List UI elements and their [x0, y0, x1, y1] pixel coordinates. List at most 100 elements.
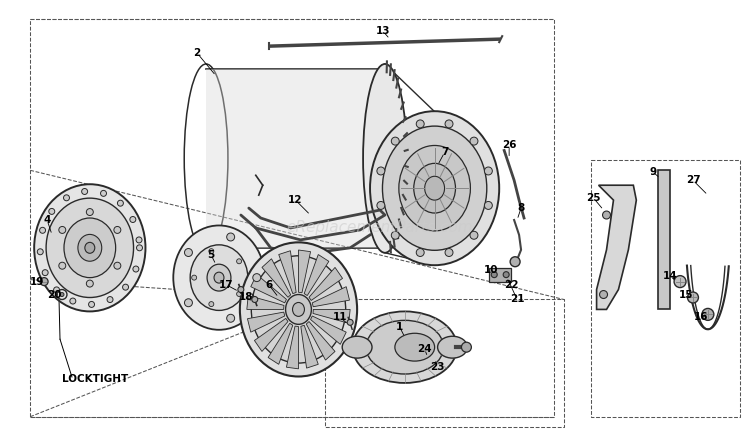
Ellipse shape	[292, 303, 304, 316]
Text: 16: 16	[694, 312, 708, 322]
Circle shape	[136, 237, 142, 243]
Circle shape	[122, 284, 128, 290]
Circle shape	[88, 301, 94, 307]
Circle shape	[64, 195, 70, 201]
Circle shape	[347, 319, 353, 325]
Circle shape	[42, 270, 48, 276]
Text: 12: 12	[288, 195, 303, 205]
Polygon shape	[247, 296, 284, 309]
Ellipse shape	[363, 64, 407, 253]
Circle shape	[484, 167, 492, 175]
Circle shape	[470, 137, 478, 145]
Ellipse shape	[64, 218, 116, 278]
Circle shape	[236, 259, 242, 264]
Circle shape	[100, 191, 106, 196]
Circle shape	[114, 262, 121, 269]
Text: 10: 10	[484, 265, 499, 275]
Polygon shape	[254, 318, 288, 351]
Text: 6: 6	[265, 279, 272, 290]
Polygon shape	[262, 259, 291, 297]
Circle shape	[236, 292, 242, 297]
Ellipse shape	[207, 264, 231, 291]
Polygon shape	[313, 309, 350, 323]
Circle shape	[40, 278, 48, 286]
Circle shape	[252, 297, 258, 303]
Ellipse shape	[414, 163, 455, 213]
Circle shape	[53, 287, 59, 293]
Ellipse shape	[251, 256, 346, 363]
Polygon shape	[306, 321, 335, 360]
Polygon shape	[248, 312, 285, 332]
Ellipse shape	[78, 234, 102, 261]
Circle shape	[253, 274, 261, 282]
Text: 15: 15	[679, 290, 693, 300]
Ellipse shape	[342, 336, 372, 358]
Circle shape	[136, 245, 142, 251]
Text: 7: 7	[441, 148, 448, 157]
Circle shape	[226, 314, 235, 322]
Text: 26: 26	[502, 141, 517, 151]
Ellipse shape	[424, 176, 445, 200]
Text: LOCKTIGHT: LOCKTIGHT	[62, 374, 128, 384]
Circle shape	[377, 167, 385, 175]
Circle shape	[86, 208, 93, 215]
Polygon shape	[304, 254, 328, 296]
Circle shape	[70, 298, 76, 304]
Polygon shape	[279, 251, 296, 293]
Text: 9: 9	[650, 167, 657, 177]
Text: 14: 14	[663, 271, 677, 281]
Circle shape	[491, 272, 497, 278]
Circle shape	[118, 200, 124, 206]
Ellipse shape	[366, 320, 443, 374]
Ellipse shape	[399, 145, 470, 231]
Circle shape	[58, 226, 66, 233]
Ellipse shape	[173, 226, 265, 330]
Ellipse shape	[461, 342, 472, 352]
Text: 8: 8	[518, 203, 525, 213]
Circle shape	[445, 120, 453, 128]
Circle shape	[238, 286, 244, 293]
Text: 24: 24	[417, 344, 432, 354]
Text: 4: 4	[44, 215, 51, 225]
Text: 17: 17	[219, 279, 233, 290]
Circle shape	[40, 227, 46, 233]
Ellipse shape	[46, 198, 134, 297]
Polygon shape	[658, 170, 670, 309]
Text: 20: 20	[46, 290, 62, 300]
Ellipse shape	[370, 111, 500, 265]
Text: 5: 5	[208, 250, 214, 260]
Polygon shape	[489, 268, 512, 282]
Text: 21: 21	[510, 294, 524, 304]
Circle shape	[445, 248, 453, 257]
Circle shape	[392, 231, 399, 239]
Polygon shape	[251, 275, 286, 303]
Polygon shape	[312, 287, 350, 307]
Circle shape	[377, 201, 385, 209]
Polygon shape	[298, 250, 310, 293]
Ellipse shape	[240, 242, 357, 377]
Circle shape	[58, 262, 66, 269]
Circle shape	[416, 248, 424, 257]
Circle shape	[702, 308, 714, 320]
Circle shape	[130, 216, 136, 223]
Text: 27: 27	[686, 175, 700, 185]
Circle shape	[82, 188, 88, 194]
Text: eReplacementParts.com: eReplacementParts.com	[286, 220, 473, 236]
Text: 13: 13	[376, 26, 390, 36]
Polygon shape	[310, 316, 346, 344]
Circle shape	[184, 299, 193, 307]
Circle shape	[688, 292, 698, 303]
Circle shape	[599, 290, 608, 298]
Circle shape	[107, 297, 113, 303]
Text: 2: 2	[194, 48, 201, 58]
Circle shape	[184, 248, 193, 257]
Circle shape	[602, 211, 610, 219]
Circle shape	[226, 233, 235, 241]
Text: 23: 23	[430, 362, 445, 372]
Circle shape	[674, 276, 686, 288]
Circle shape	[209, 249, 214, 254]
Polygon shape	[596, 185, 636, 309]
Text: 19: 19	[30, 277, 44, 286]
Ellipse shape	[352, 311, 457, 383]
Polygon shape	[286, 326, 298, 369]
